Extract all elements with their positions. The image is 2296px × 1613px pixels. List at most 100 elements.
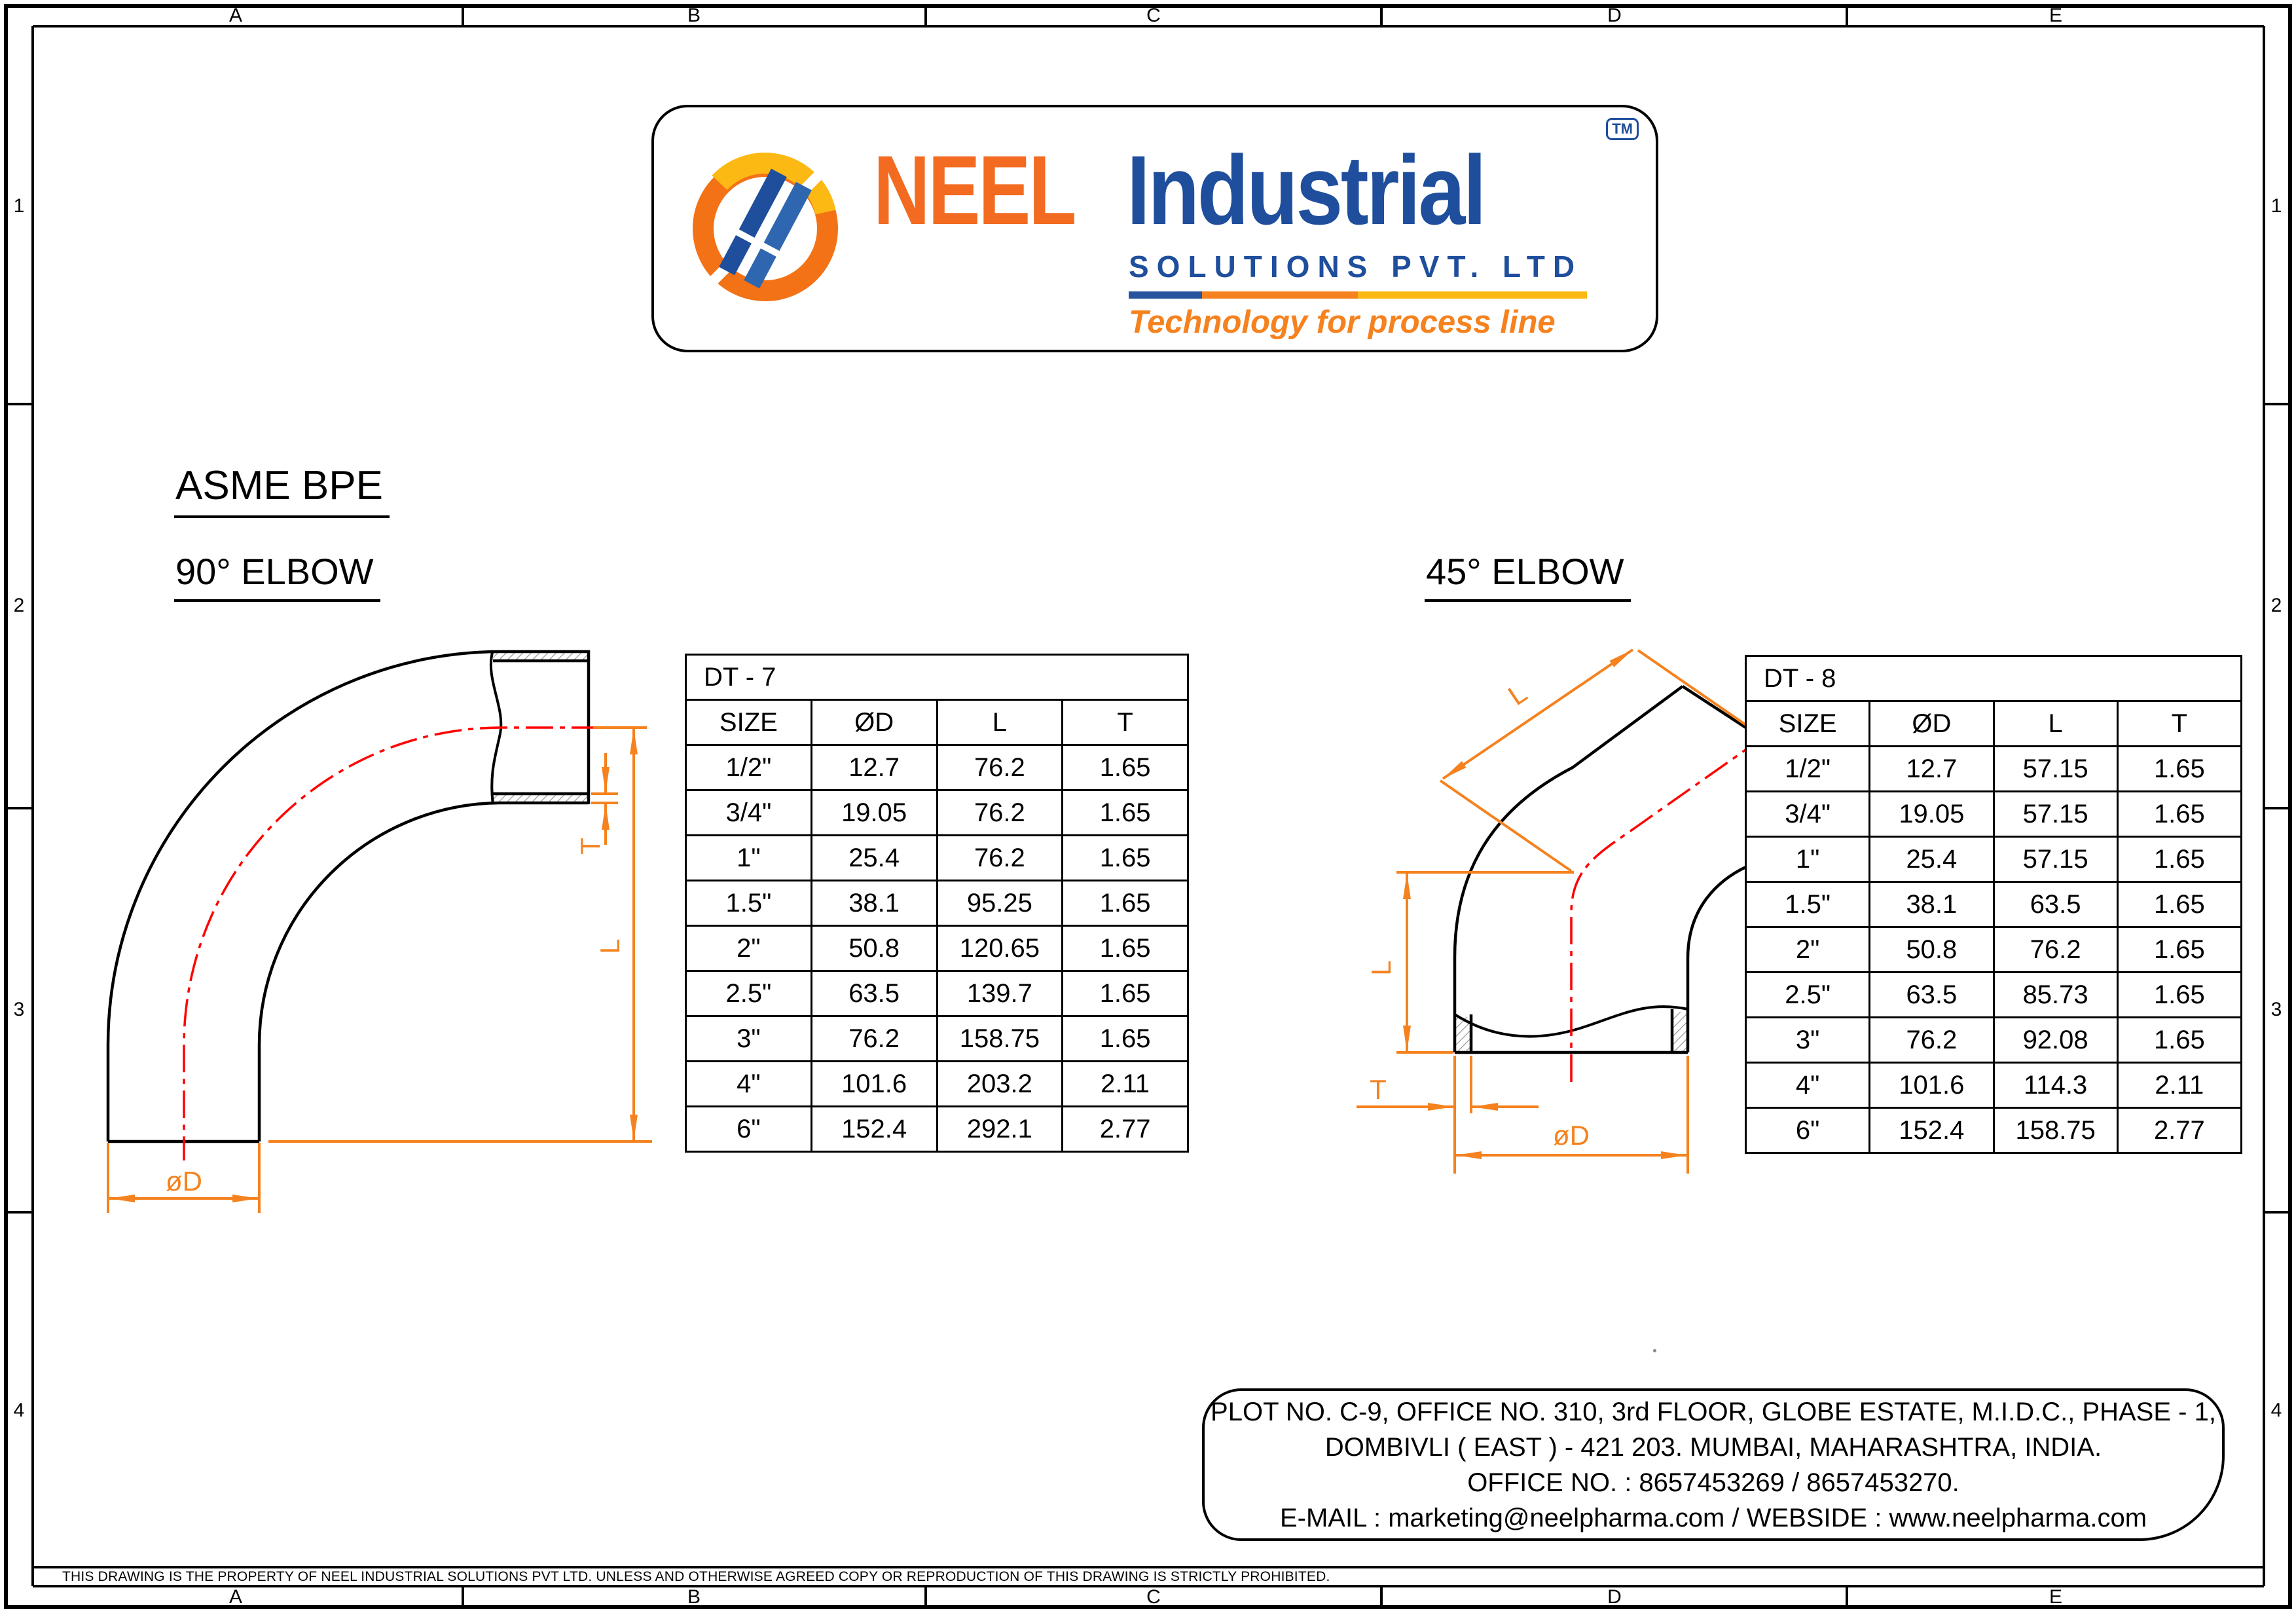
trademark-badge: TM	[1606, 118, 1639, 140]
table-row: 4" 101.6 203.2 2.11	[685, 1060, 1189, 1107]
elbow-45-dimensions	[1357, 648, 1762, 1174]
table-cell: 76.2	[810, 1015, 938, 1062]
elbow-90-dimensions	[107, 726, 652, 1213]
table-cell: 101.6	[1868, 1062, 1995, 1109]
table-cell: 19.05	[810, 789, 938, 836]
table-cell: 57.15	[1992, 745, 2119, 792]
table-cell: 101.6	[810, 1060, 938, 1107]
table-cell: 76.2	[936, 744, 1064, 791]
table-cell: 50.8	[1868, 926, 1995, 973]
table-cell: 1.65	[2116, 971, 2243, 1018]
dim-label-thickness: T	[575, 838, 606, 855]
table-cell: 25.4	[810, 834, 938, 881]
table-cell: 1.65	[1061, 744, 1189, 791]
dim-label-thickness: T	[1370, 1074, 1387, 1105]
table-title: DT - 8	[1745, 655, 2242, 702]
grid-col-label: C	[1146, 5, 1161, 26]
table-row: 3/4" 19.05 76.2 1.65	[685, 789, 1189, 836]
grid-col-label: B	[687, 5, 701, 26]
dim-label-length: L	[594, 938, 625, 954]
dim-label-diameter: øD	[1553, 1120, 1590, 1151]
table-cell: 76.2	[1992, 926, 2119, 973]
spec-heading: ASME BPE	[174, 462, 390, 518]
grid-col-label: A	[228, 1586, 242, 1608]
table-cell: 2"	[1744, 926, 1871, 973]
table-cell: 76.2	[1868, 1016, 1995, 1064]
table-cell: 1.5"	[685, 880, 812, 927]
pipe-wall-hatch	[1672, 1012, 1688, 1051]
table-row: 1.5" 38.1 63.5 1.65	[1744, 881, 2243, 928]
table-cell: 158.75	[1992, 1107, 2119, 1154]
table-cell: 2.77	[1061, 1105, 1189, 1153]
table-cell: 3"	[1744, 1016, 1871, 1064]
table-cell: 1.65	[1061, 970, 1189, 1017]
table-row: 6" 152.4 292.1 2.77	[685, 1105, 1189, 1153]
table-cell: 203.2	[936, 1060, 1064, 1107]
table-cell: 1.65	[1061, 925, 1189, 972]
table-cell: 1.65	[1061, 834, 1189, 881]
elbow-90-drawing: L T øD	[106, 650, 652, 1213]
table-row: 1.5" 38.1 95.25 1.65	[685, 880, 1189, 927]
table-title-row: DT - 7	[685, 654, 1189, 701]
table-cell: 63.5	[1868, 971, 1995, 1018]
table-cell: 1.65	[2116, 926, 2243, 973]
table-cell: 3"	[685, 1015, 812, 1062]
table-row: 2.5" 63.5 139.7 1.65	[685, 970, 1189, 1017]
table-cell: 6"	[685, 1105, 812, 1153]
table-cell: 1.65	[2116, 836, 2243, 883]
table-row: 3" 76.2 158.75 1.65	[685, 1015, 1189, 1062]
table-cell: 95.25	[936, 880, 1064, 927]
column-header: L	[1992, 700, 2119, 747]
table-cell: 1"	[685, 834, 812, 881]
table-cell: 2.5"	[685, 970, 812, 1017]
grid-col-label: D	[1607, 1586, 1622, 1608]
grid-row-label: 2	[2270, 595, 2282, 616]
address-line: DOMBIVLI ( EAST ) - 421 203. MUMBAI, MAH…	[1324, 1432, 2102, 1462]
logo-tricolor-bar	[1129, 291, 1587, 299]
grid-row-label: 3	[2270, 999, 2282, 1020]
table-cell: 57.15	[1992, 790, 2119, 838]
table-cell: 1.65	[1061, 880, 1189, 927]
table-cell: 57.15	[1992, 836, 2119, 883]
grid-row-label: 4	[13, 1400, 25, 1421]
table-cell: 3/4"	[685, 789, 812, 836]
address-line: E-MAIL : marketing@neelpharma.com / WEBS…	[1279, 1503, 2147, 1532]
table-cell: 50.8	[810, 925, 938, 972]
address-line: OFFICE NO. : 8657453269 / 8657453270.	[1467, 1468, 1959, 1497]
table-cell: 2.11	[2116, 1062, 2243, 1109]
table-cell: 76.2	[936, 789, 1064, 836]
table-row: 1/2" 12.7 76.2 1.65	[685, 744, 1189, 791]
grid-row-label: 4	[2270, 1400, 2282, 1421]
table-row: 3/4" 19.05 57.15 1.65	[1744, 790, 2243, 838]
grid-col-label: C	[1146, 1586, 1161, 1608]
dim-label-length: L	[1503, 677, 1533, 711]
table-cell: 1.65	[1061, 789, 1189, 836]
stray-mark	[1653, 1349, 1656, 1352]
table-cell: 76.2	[936, 834, 1064, 881]
table-cell: 292.1	[936, 1105, 1064, 1153]
table-row: 2" 50.8 120.65 1.65	[685, 925, 1189, 972]
table-cell: 2.5"	[1744, 971, 1871, 1018]
table-cell: 19.05	[1868, 790, 1995, 838]
column-header: SIZE	[1744, 700, 1871, 747]
table-cell: 114.3	[1992, 1062, 2119, 1109]
table-title-row: DT - 8	[1745, 655, 2242, 702]
table-cell: 3/4"	[1744, 790, 1871, 838]
break-line	[489, 650, 503, 805]
pipe-wall-hatch	[493, 652, 589, 661]
table-cell: 152.4	[1868, 1107, 1995, 1154]
table-cell: 1.65	[2116, 745, 2243, 792]
table-row: 2.5" 63.5 85.73 1.65	[1744, 971, 2243, 1018]
dim-label-diameter: øD	[166, 1166, 202, 1196]
table-cell: 1/2"	[1744, 745, 1871, 792]
company-logo: NEEL Industrial TM SOLUTIONS PVT. LTD Te…	[651, 105, 1658, 352]
dt7-dimension-table: DT - 7 SIZE ØD L T 1/2" 12.7 76.2 1.65 3/4" 1…	[685, 654, 1189, 1153]
table-header-row: SIZE ØD L T	[685, 699, 1189, 746]
table-row: 4" 101.6 114.3 2.11	[1744, 1062, 2243, 1109]
grid-row-label: 1	[2270, 195, 2282, 217]
table-cell: 63.5	[1992, 881, 2119, 928]
table-row: 1" 25.4 57.15 1.65	[1744, 836, 2243, 883]
logo-brand-name: NEEL	[873, 135, 1076, 245]
table-cell: 1.5"	[1744, 881, 1871, 928]
sheet-frame	[4, 4, 2292, 1609]
